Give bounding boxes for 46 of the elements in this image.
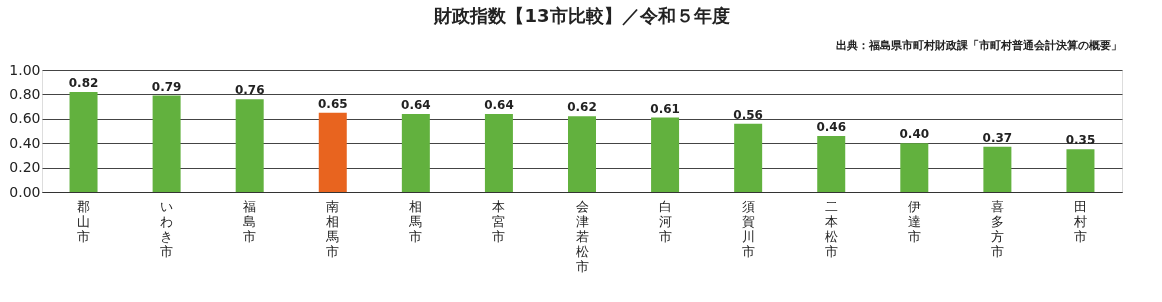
y-tick-label: 0.40 (9, 134, 41, 151)
bar (318, 112, 347, 192)
data-label: 0.56 (733, 107, 763, 122)
data-label: 0.79 (151, 79, 182, 94)
data-label: 0.62 (567, 100, 597, 115)
y-tick-label: 0.00 (9, 183, 41, 200)
bar (651, 117, 680, 192)
bar (152, 95, 181, 192)
bar (235, 99, 264, 192)
y-tick-label: 0.60 (9, 110, 41, 127)
data-label: 0.76 (234, 83, 265, 98)
data-label: 0.65 (317, 96, 348, 111)
data-label: 0.64 (401, 97, 431, 112)
x-tick-label: 相馬市 (408, 198, 423, 244)
data-label: 0.61 (650, 101, 680, 116)
bar (817, 135, 846, 192)
source-note: 出典：福島県市町村財政課「市町村普通会計決算の概要」 (836, 39, 1122, 52)
bar (401, 113, 430, 192)
x-tick-label: いわき市 (160, 198, 174, 259)
data-label: 0.40 (899, 127, 930, 142)
bar (484, 113, 513, 192)
x-tick-label: 二本松市 (824, 198, 838, 259)
x-tick-label: 福島市 (243, 198, 257, 244)
x-tick-label: 須賀川市 (741, 198, 755, 259)
x-tick-label: 郡山市 (77, 198, 91, 244)
bar (734, 123, 763, 192)
bar (983, 146, 1012, 192)
x-tick-label: 本宮市 (492, 198, 506, 244)
y-tick-label: 1.00 (9, 61, 41, 78)
bar (69, 91, 98, 192)
x-tick-label: 田村市 (1072, 198, 1087, 244)
bar (900, 143, 929, 192)
data-label: 0.64 (484, 97, 514, 112)
bar (568, 116, 596, 192)
x-tick-label: 南相馬市 (325, 198, 340, 259)
data-label: 0.46 (816, 119, 847, 134)
y-tick-label: 0.80 (9, 85, 41, 102)
x-tick-label: 喜多方市 (990, 198, 1004, 259)
x-tick-label: 白河市 (658, 198, 672, 244)
data-label: 0.37 (982, 130, 1013, 145)
chart-title: 財政指数【13市比較】／令和５年度 (433, 5, 730, 26)
bar (1066, 149, 1095, 192)
x-tick-label: 伊達市 (907, 198, 921, 244)
y-tick-label: 0.20 (9, 159, 41, 176)
data-label: 0.82 (68, 75, 99, 90)
x-tick-label: 会津若松市 (575, 198, 589, 274)
